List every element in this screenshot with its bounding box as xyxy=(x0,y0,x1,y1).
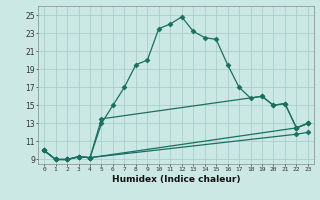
X-axis label: Humidex (Indice chaleur): Humidex (Indice chaleur) xyxy=(112,175,240,184)
